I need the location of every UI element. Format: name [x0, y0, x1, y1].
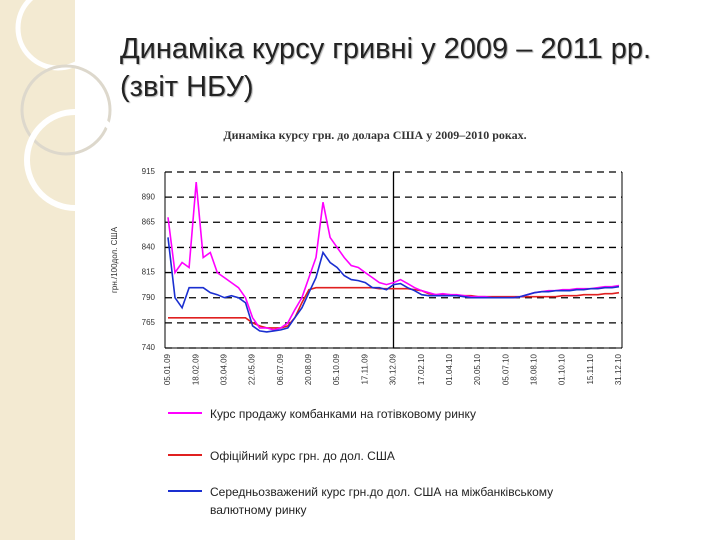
x-tick-label: 15.11.10 — [586, 353, 595, 384]
legend-swatch — [168, 490, 202, 492]
y-tick-label: 765 — [142, 318, 156, 327]
ornament — [24, 109, 126, 211]
x-tick-label: 22.05.09 — [248, 353, 257, 385]
x-tick-label: 01.10.10 — [558, 353, 567, 385]
data-line — [168, 286, 620, 329]
y-tick-label: 865 — [142, 217, 156, 226]
x-tick-label: 01.04.10 — [445, 353, 454, 385]
legend-swatch — [168, 412, 202, 414]
legend-swatch — [168, 454, 202, 456]
x-tick-label: 18.08.10 — [530, 353, 539, 385]
x-tick-label: 05.01.09 — [163, 353, 172, 385]
data-line — [167, 237, 620, 333]
legend-label: Курс продажу комбанками на готівковому р… — [210, 407, 476, 421]
y-axis-label: грн./100дол. США — [110, 226, 119, 293]
y-tick-label: 840 — [142, 243, 156, 252]
legend-label: Офіційний курс грн. до дол. США — [210, 449, 395, 463]
y-tick-label: 915 — [142, 167, 156, 176]
x-tick-label: 17.02.10 — [417, 353, 426, 385]
y-tick-label: 790 — [142, 293, 156, 302]
x-tick-label: 31.12.10 — [614, 353, 623, 385]
x-tick-label: 20.08.09 — [304, 353, 313, 385]
y-tick-label: 815 — [142, 268, 156, 277]
chart-title: Динаміка курсу грн. до долара США у 2009… — [223, 128, 527, 142]
y-tick-label: 890 — [142, 192, 156, 201]
side-strip — [0, 0, 75, 540]
x-tick-label: 06.07.09 — [276, 353, 285, 385]
x-tick-label: 05.07.10 — [501, 353, 510, 385]
x-tick-label: 18.02.09 — [191, 353, 200, 385]
x-tick-label: 05.10.09 — [332, 353, 341, 385]
slide-title: Динаміка курсу гривні у 2009 – 2011 рр. … — [120, 33, 652, 103]
x-tick-label: 17.11.09 — [360, 353, 369, 384]
x-tick-label: 20.05.10 — [473, 353, 482, 385]
ornament — [20, 64, 112, 156]
legend-label: Середньозважений курс грн.до дол. США на… — [210, 485, 554, 517]
x-tick-label: 30.12.09 — [389, 353, 398, 385]
y-tick-label: 740 — [142, 343, 156, 352]
x-tick-label: 03.04.09 — [219, 353, 228, 385]
